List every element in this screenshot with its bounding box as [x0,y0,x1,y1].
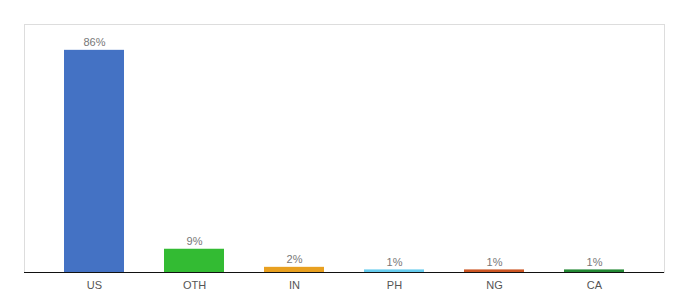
svg-text:PH: PH [387,279,402,291]
svg-text:1%: 1% [487,256,503,268]
svg-text:US: US [87,279,102,291]
svg-text:1%: 1% [387,256,403,268]
svg-text:9%: 9% [187,235,203,247]
svg-text:CA: CA [587,279,603,291]
svg-text:OTH: OTH [183,279,206,291]
svg-text:86%: 86% [83,36,105,48]
svg-text:NG: NG [486,279,503,291]
svg-text:1%: 1% [587,256,603,268]
svg-text:IN: IN [289,279,300,291]
svg-text:2%: 2% [287,253,303,265]
